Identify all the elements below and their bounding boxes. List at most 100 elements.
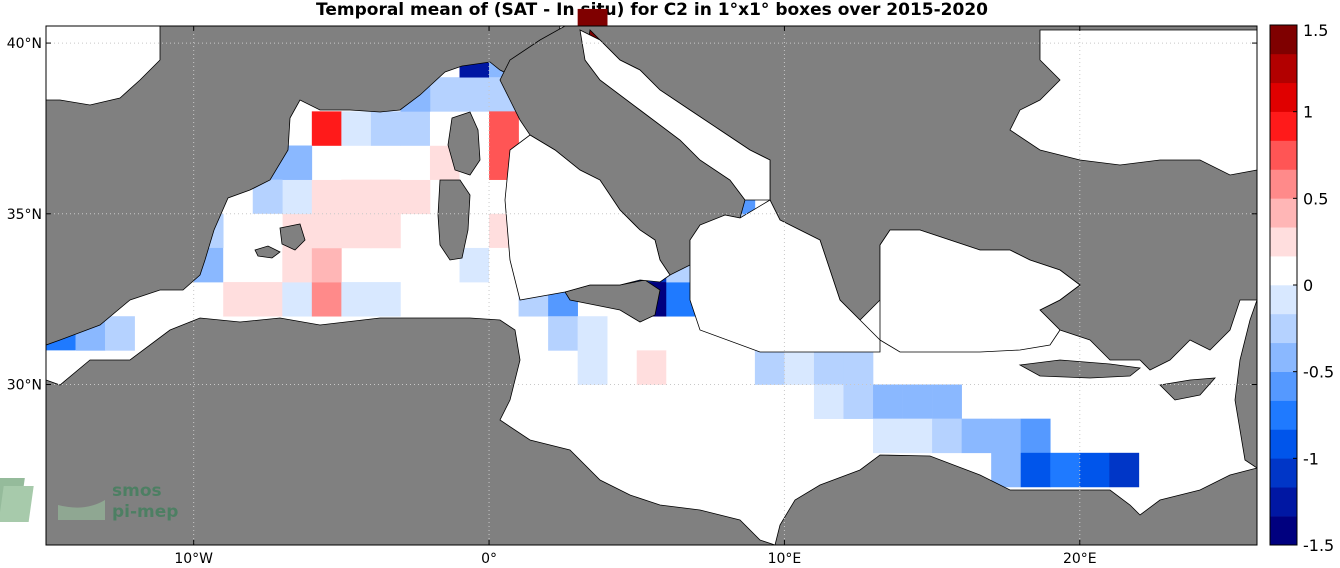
heatmap-cell <box>666 350 697 385</box>
colorbar-level <box>1270 140 1297 170</box>
colorbar-level <box>1270 285 1297 315</box>
heatmap-cell <box>370 213 401 249</box>
colorbar-tick-label: 0.5 <box>1303 189 1328 208</box>
aegean-sea <box>879 229 1081 353</box>
heatmap-cell <box>311 247 342 283</box>
heatmap-cell <box>105 316 135 351</box>
heatmap-cell <box>429 77 460 112</box>
heatmap-cell <box>311 282 342 317</box>
heatmap-cell <box>695 350 726 385</box>
logo-line-2: pi-mep <box>112 502 178 522</box>
heatmap-cell <box>843 384 874 419</box>
x-tick-label: 20°E <box>1063 551 1097 567</box>
colorbar-tick-label: 1.5 <box>1303 21 1328 40</box>
colorbar-tick-label: 1 <box>1303 103 1313 122</box>
heatmap-cell <box>961 418 992 454</box>
heatmap-cell <box>282 247 313 283</box>
atlantic-bay <box>45 25 161 106</box>
heatmap-cell <box>311 145 342 180</box>
heatmap-cell <box>636 350 667 385</box>
colorbar-level <box>1270 313 1297 344</box>
colorbar-level <box>1270 53 1297 84</box>
heatmap-cell <box>1050 452 1081 488</box>
graticule <box>46 26 1257 545</box>
heatmap-cell <box>548 316 578 351</box>
heatmap-cell <box>813 350 844 385</box>
land-sardinia <box>437 179 471 261</box>
land-cyprus <box>1159 377 1216 401</box>
x-tick-label: 0° <box>481 551 497 567</box>
heatmap-cell <box>1020 418 1051 454</box>
colorbar-ticks: 1.5 1 0.5 0 -0.5 -1 -1.5 <box>1293 21 1334 555</box>
heatmap-cell <box>400 145 431 180</box>
heatmap-cell <box>311 213 342 249</box>
heatmap-cell <box>370 282 401 317</box>
heatmap-cell <box>902 384 933 419</box>
heatmap-cell <box>459 247 490 283</box>
heatmap-cell <box>252 282 283 317</box>
x-tick-label: 10°W <box>174 551 213 567</box>
heatmap-cell <box>489 111 519 146</box>
colorbar-level <box>1270 429 1297 459</box>
logo-line-1: smos <box>112 481 162 501</box>
heatmap-cell <box>341 179 372 215</box>
colorbar-tick-label: -0.5 <box>1303 363 1334 382</box>
heatmap-cell <box>400 111 431 146</box>
y-axis-ticks: 30°N 35°N 40°N <box>7 36 1257 394</box>
colorbar-level <box>1270 82 1297 112</box>
smos-pi-mep-logo: smos pi-mep <box>0 478 178 522</box>
heatmap-cell <box>311 111 342 146</box>
heatmap-cell <box>813 384 844 419</box>
heatmap-cell <box>1109 452 1140 488</box>
heatmap-cell <box>843 350 874 385</box>
chart-title: Temporal mean of (SAT - In situ) for C2 … <box>316 0 988 20</box>
heatmap-cell <box>223 282 254 317</box>
plot-frame <box>45 25 1258 546</box>
heatmap-cell <box>932 384 962 419</box>
colorbar-tick-label: -1 <box>1303 449 1319 468</box>
heatmap-cell <box>370 179 401 215</box>
heatmap-cell <box>991 418 1022 454</box>
colorbar-tick-label: -1.5 <box>1303 536 1334 555</box>
colorbar-level <box>1270 256 1297 286</box>
inland-seas <box>45 25 1258 353</box>
adriatic-upper <box>579 29 771 201</box>
logo-emblem <box>0 478 105 522</box>
heatmap-cell <box>577 316 608 351</box>
y-tick-label: 40°N <box>7 36 42 52</box>
heatmap-cell <box>311 179 342 215</box>
x-tick-label: 10°E <box>768 551 802 567</box>
heatmap-cell <box>725 350 756 385</box>
heatmap-cell <box>400 179 431 215</box>
tyrrhenian-east <box>504 134 671 301</box>
black-sea <box>1009 29 1258 176</box>
heatmap-cell <box>1079 452 1110 488</box>
heatmap-cell <box>784 350 815 385</box>
heatmap-cell <box>282 179 313 215</box>
heatmap-cell <box>341 213 372 249</box>
heatmap-cell <box>252 213 283 249</box>
heatmap-cell <box>902 418 933 454</box>
colorbar-level <box>1270 227 1297 257</box>
heatmap-cell <box>991 452 1022 488</box>
colorbar-level <box>1270 516 1297 546</box>
land-crete <box>1018 359 1141 379</box>
heatmap-cell <box>932 418 962 454</box>
heatmap-cell <box>341 282 372 317</box>
land-balearics <box>254 223 306 259</box>
colorbar-level <box>1270 25 1297 55</box>
colorbar-level <box>1270 487 1297 517</box>
colorbar-level <box>1270 342 1297 372</box>
colorbar-level <box>1270 169 1297 199</box>
map-plot: 10°W 0° 10°E 20°E 30°N 35°N 40°N smos pi-mep <box>0 8 1258 567</box>
heatmap-cell <box>577 350 608 385</box>
y-tick-label: 35°N <box>7 207 42 223</box>
colorbar-level <box>1270 111 1297 141</box>
x-axis-ticks: 10°W 0° 10°E 20°E <box>174 26 1097 567</box>
heatmap-cell <box>754 350 785 385</box>
colorbar: 1.5 1 0.5 0 -0.5 -1 -1.5 <box>1269 21 1334 555</box>
colorbar-level <box>1270 371 1297 401</box>
heatmap-cell <box>873 384 903 419</box>
colorbar-level <box>1270 198 1297 228</box>
